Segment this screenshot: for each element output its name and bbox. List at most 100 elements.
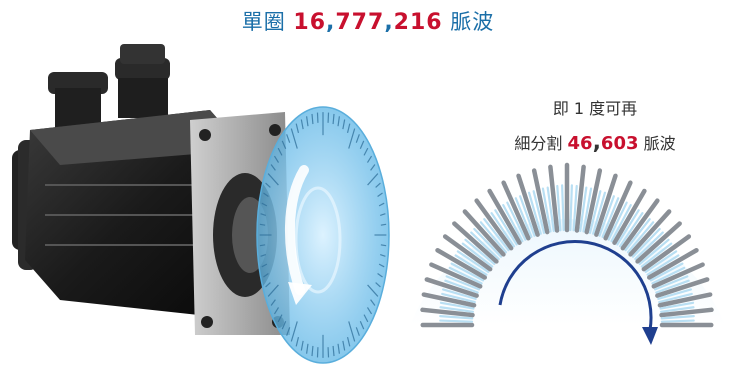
disc-tick (366, 155, 373, 163)
degree-resolution-note: 即 1 度可再 細分割 46,603 脈波 (470, 92, 720, 161)
arc-tick (462, 209, 506, 257)
disc-tick (267, 173, 279, 186)
disc-tick (363, 314, 369, 323)
arc-tick (657, 292, 713, 308)
servo-motor-image (12, 44, 290, 335)
subnote-sep: , (592, 130, 601, 155)
disc-tick (311, 345, 314, 357)
arc-tick (532, 190, 546, 234)
headline-value-part3: 216 (393, 10, 443, 35)
arc-tick (454, 254, 488, 276)
arc-tick (651, 266, 686, 285)
arc-tick (584, 168, 603, 235)
disc-tick (375, 282, 381, 288)
subnote-line2-prefix: 細分割 (514, 134, 563, 153)
arc-tick (452, 221, 499, 264)
arc-tick (439, 306, 475, 313)
arc-tick (421, 292, 477, 308)
disc-tick (300, 119, 304, 130)
disc-tick (281, 321, 287, 330)
arc-tick (456, 250, 490, 273)
arc-tick (588, 190, 602, 234)
arc-tick (461, 242, 494, 268)
disc-tick (265, 282, 271, 288)
mount-hole (269, 124, 281, 136)
disc-tick (260, 213, 266, 217)
disc-tick (342, 119, 346, 130)
disc-tick (375, 182, 381, 188)
disc-tick (332, 113, 335, 125)
disc-tick (290, 321, 298, 342)
disc-tick (300, 340, 304, 351)
arc-tick (651, 262, 705, 289)
arc-tick (569, 184, 573, 232)
arc-tick (516, 173, 540, 237)
arc-tick (435, 248, 487, 280)
headline-suffix: 脈波 (450, 10, 495, 34)
arc-tick (601, 197, 620, 239)
arc-tick (594, 173, 618, 237)
arc-tick (659, 306, 695, 313)
disc-tick (366, 307, 373, 315)
disc-tick (265, 182, 271, 188)
arc-tick (506, 201, 527, 241)
disc-tick (359, 140, 365, 149)
arc-tick (612, 188, 647, 245)
arc-tick (561, 184, 565, 232)
rotation-arrow-head (288, 282, 312, 305)
arc-tick (660, 315, 695, 320)
arc-tick (479, 221, 508, 254)
arc-tick (574, 164, 586, 233)
arc-tick (420, 307, 475, 318)
disc-tick (259, 223, 266, 226)
disc-tick (346, 336, 351, 347)
subnote-line2-suffix: 脈波 (643, 134, 676, 153)
disc-tick (367, 284, 379, 297)
arc-tick (624, 218, 651, 252)
disc-tick (359, 321, 365, 330)
arc-tick (610, 203, 632, 243)
arc-tick (647, 248, 699, 280)
arc-tick (638, 238, 670, 266)
arc-tick (657, 288, 693, 300)
headline-value-part2: 777 (335, 10, 385, 35)
arc-tick (502, 203, 524, 243)
disc-tick (306, 343, 309, 354)
arc-tick (635, 221, 682, 264)
arc-tick (448, 266, 483, 285)
disc-tick (273, 155, 280, 163)
disc-tick (263, 273, 269, 278)
arc-tick (582, 187, 593, 233)
subnote-value-part2: 603 (600, 133, 639, 154)
arc-tick (487, 188, 522, 245)
arc-tick (442, 234, 493, 272)
disc-tick (377, 273, 383, 278)
arc-tick (644, 250, 678, 273)
arc-tick (501, 180, 531, 241)
disc-tick (295, 336, 300, 347)
resolution-arc-graphic (410, 162, 725, 345)
direction-arc (498, 239, 653, 331)
arc-tick (439, 301, 475, 310)
arc-tick (579, 186, 588, 233)
disc-tick (370, 164, 376, 171)
disc-tick (377, 192, 383, 197)
disc-tick (286, 327, 291, 336)
disc-tick (363, 147, 369, 156)
arc-tick (659, 307, 714, 318)
arc-tick (598, 195, 615, 237)
encoder-disc-ticks (259, 112, 387, 358)
arc-tick (519, 195, 536, 237)
arc-tick (592, 191, 607, 235)
disc-tick (263, 192, 269, 197)
arc-tick (424, 277, 479, 298)
disc-tick (348, 321, 356, 342)
arc-tick (546, 186, 555, 233)
arc-tick (603, 180, 633, 241)
arc-tick (450, 262, 485, 282)
arc-tick (653, 275, 689, 291)
disc-tick (337, 343, 340, 354)
disc-tick (260, 253, 266, 257)
disc-tick (380, 213, 386, 217)
